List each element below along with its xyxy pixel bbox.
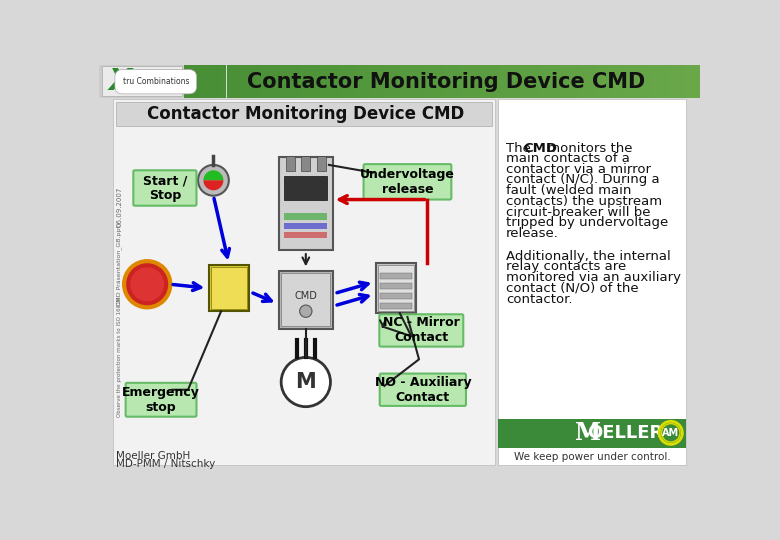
FancyBboxPatch shape: [126, 383, 197, 417]
Bar: [498, 419, 686, 465]
FancyBboxPatch shape: [363, 164, 452, 200]
Bar: [285, 156, 295, 171]
Bar: [116, 102, 492, 126]
Bar: [284, 177, 328, 200]
Text: M: M: [296, 372, 316, 392]
Text: Emergency
stop: Emergency stop: [122, 386, 200, 414]
Text: contactor.: contactor.: [506, 293, 573, 306]
Text: Additionally, the internal: Additionally, the internal: [506, 249, 671, 262]
Wedge shape: [204, 180, 223, 190]
Wedge shape: [204, 170, 223, 180]
Text: 06.09.2007: 06.09.2007: [116, 187, 122, 227]
Bar: [380, 293, 412, 299]
Bar: [376, 263, 416, 313]
Bar: [378, 265, 413, 311]
Text: CMD Präsentation_GB.ppt: CMD Präsentation_GB.ppt: [117, 225, 122, 306]
Circle shape: [300, 305, 312, 318]
Text: AM: AM: [662, 428, 679, 438]
Circle shape: [659, 421, 682, 444]
Text: Start /
Stop: Start / Stop: [143, 174, 187, 202]
Bar: [498, 99, 686, 465]
Circle shape: [281, 357, 331, 407]
FancyBboxPatch shape: [379, 314, 463, 347]
Bar: [113, 99, 495, 465]
Bar: [211, 267, 246, 309]
Text: NO - Auxiliary
Contact: NO - Auxiliary Contact: [374, 376, 471, 404]
Bar: [284, 213, 328, 220]
Text: Contactor Monitoring Device CMD: Contactor Monitoring Device CMD: [147, 105, 464, 123]
Text: relay contacts are: relay contacts are: [506, 260, 626, 273]
Bar: [284, 222, 328, 229]
Text: NC - Mirror
Contact: NC - Mirror Contact: [383, 316, 459, 345]
Bar: [284, 232, 328, 238]
Text: Undervoltage
release: Undervoltage release: [360, 168, 455, 196]
Bar: [301, 156, 310, 171]
Text: Contactor Monitoring Device CMD: Contactor Monitoring Device CMD: [246, 72, 645, 92]
Bar: [380, 303, 412, 309]
Text: MD-PMM / Nitschky: MD-PMM / Nitschky: [116, 459, 215, 469]
Circle shape: [124, 261, 170, 307]
Bar: [498, 419, 686, 448]
Text: CMD: CMD: [523, 142, 557, 155]
Bar: [317, 156, 326, 171]
FancyBboxPatch shape: [133, 170, 197, 206]
Text: The: The: [506, 142, 535, 155]
Text: X: X: [108, 68, 132, 96]
Text: contacts) the upstream: contacts) the upstream: [506, 195, 662, 208]
FancyBboxPatch shape: [380, 374, 466, 406]
Text: fault (welded main: fault (welded main: [506, 184, 631, 197]
Text: release.: release.: [506, 227, 559, 240]
Bar: [380, 283, 412, 289]
Text: contact (N/C). During a: contact (N/C). During a: [506, 173, 660, 186]
Circle shape: [198, 165, 229, 195]
Text: tripped by undervoltage: tripped by undervoltage: [506, 217, 668, 230]
Text: CMD: CMD: [294, 291, 317, 301]
Bar: [99, 65, 184, 98]
Bar: [209, 265, 249, 311]
Text: circuit-breaker will be: circuit-breaker will be: [506, 206, 651, 219]
Circle shape: [130, 267, 164, 301]
Bar: [279, 271, 333, 328]
Bar: [279, 157, 333, 249]
Bar: [101, 66, 182, 96]
Text: monitored via an auxiliary: monitored via an auxiliary: [506, 271, 681, 284]
Text: contactor via a mirror: contactor via a mirror: [506, 163, 651, 176]
Bar: [281, 273, 331, 326]
Text: Moeller GmbH: Moeller GmbH: [116, 451, 190, 461]
Text: Observe the protection marks to ISO 16016: Observe the protection marks to ISO 1601…: [117, 298, 122, 417]
Text: M: M: [576, 421, 601, 445]
Text: main contacts of a: main contacts of a: [506, 152, 630, 165]
Text: monitors the: monitors the: [543, 142, 633, 155]
Bar: [380, 273, 412, 279]
Text: tru Combinations: tru Combinations: [122, 77, 189, 86]
Text: We keep power under control.: We keep power under control.: [514, 453, 671, 462]
Text: contact (N/O) of the: contact (N/O) of the: [506, 282, 639, 295]
Text: OELLER: OELLER: [587, 424, 663, 442]
